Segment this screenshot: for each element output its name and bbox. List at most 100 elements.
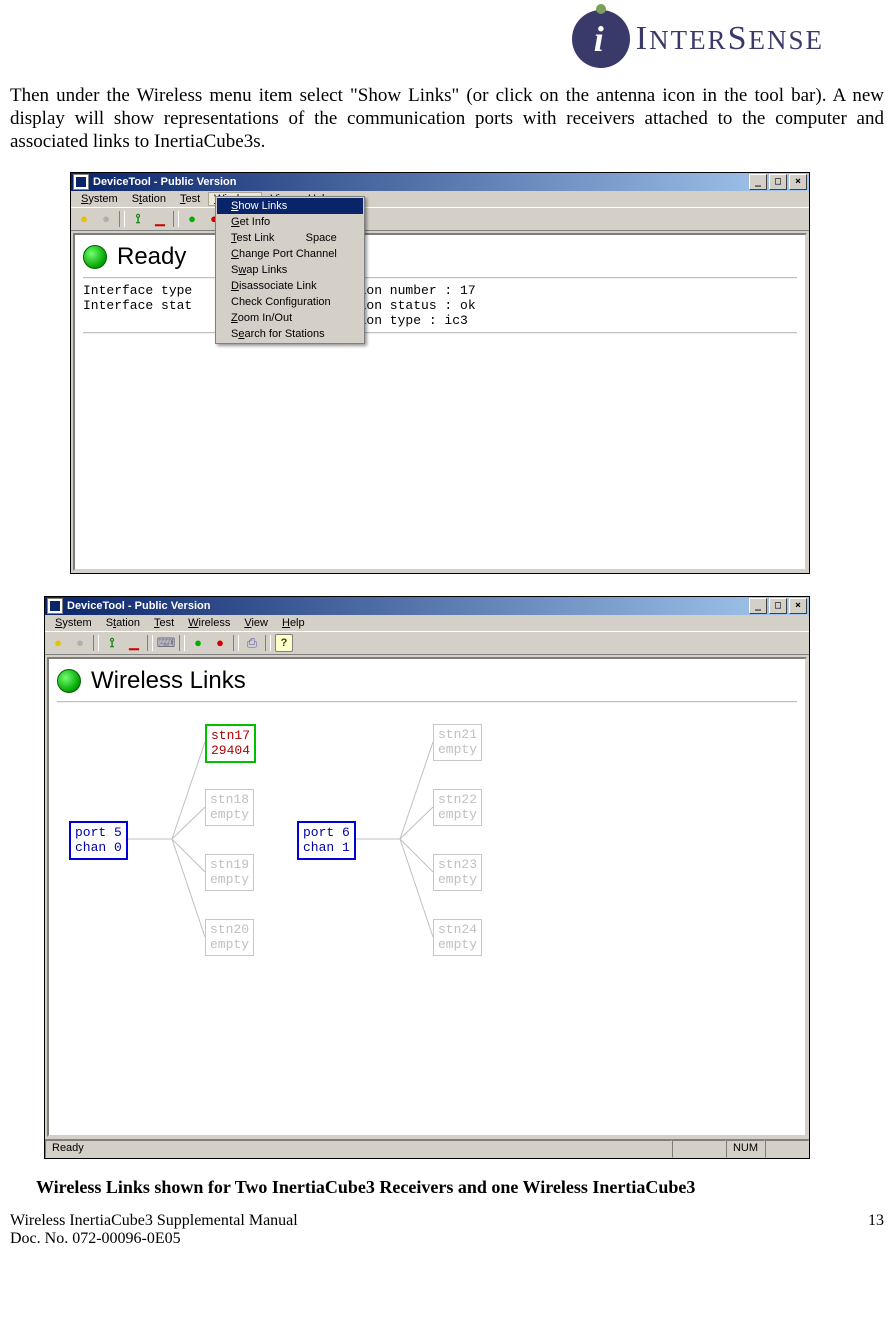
wireless-menu-dropdown[interactable]: Show Links Get Info Test LinkSpace Chang… <box>215 196 365 344</box>
info-row: Interface type ation number : 17 <box>83 283 797 298</box>
footer-title: Wireless InertiaCube3 Supplemental Manua… <box>10 1212 298 1230</box>
title-bar: DeviceTool - Public Version _ □ × <box>45 597 809 615</box>
menu-bar[interactable]: System Station Test Wireless View Help <box>45 615 809 631</box>
toolbar-record-off-icon[interactable]: ● <box>211 634 229 652</box>
menu-test[interactable]: Test <box>174 192 206 206</box>
toolbar-sep <box>93 635 99 651</box>
port-label: port 6 <box>303 825 350 841</box>
toolbar-red-icon[interactable]: ▁ <box>125 634 143 652</box>
menu-change-port-channel[interactable]: Change Port Channel <box>217 246 363 262</box>
station-label: stn21 <box>438 727 477 743</box>
station-value: empty <box>438 937 477 953</box>
toolbar-bulb-on-icon[interactable]: ● <box>75 210 93 228</box>
links-diagram: port 5 chan 0 stn17 29404 stn18 empty st… <box>57 707 797 1017</box>
menu-zoom[interactable]: Zoom In/Out <box>217 310 363 326</box>
menu-disassociate-link[interactable]: Disassociate Link <box>217 278 363 294</box>
menu-station[interactable]: Station <box>126 192 172 206</box>
logo-text: INTERSENSE <box>636 20 824 58</box>
station-label: stn17 <box>211 728 250 744</box>
page-number: 13 <box>868 1212 884 1248</box>
brand-logo: INTERSENSE <box>10 10 884 68</box>
menu-test[interactable]: Test <box>148 616 180 630</box>
station-value: 29404 <box>211 743 250 759</box>
menu-get-info[interactable]: Get Info <box>217 214 363 230</box>
station-value: empty <box>210 872 249 888</box>
toolbar-sep <box>233 635 239 651</box>
toolbar-sep <box>179 635 185 651</box>
status-pane <box>672 1140 726 1158</box>
toolbar-sep <box>147 635 153 651</box>
window-icon <box>73 174 89 190</box>
toolbar-sep <box>173 211 179 227</box>
window-devicetool-2: DeviceTool - Public Version _ □ × System… <box>44 596 810 1159</box>
station-box-23[interactable]: stn23 empty <box>433 854 482 891</box>
toolbar-record-on-icon[interactable]: ● <box>183 210 201 228</box>
menu-test-link[interactable]: Test LinkSpace <box>217 230 363 246</box>
window-devicetool-1: DeviceTool - Public Version _ □ × System… <box>70 172 810 574</box>
status-header: Wireless Links <box>57 667 797 695</box>
menu-search-stations[interactable]: Search for Stations <box>217 326 363 342</box>
toolbar-bulb-on-icon[interactable]: ● <box>49 634 67 652</box>
station-value: empty <box>210 807 249 823</box>
tool-bar: ● ● ⟟ ▁ ⌨ ● ● ⎙ ? <box>45 631 809 655</box>
station-label: stn19 <box>210 857 249 873</box>
status-ready: Ready <box>45 1140 672 1158</box>
info-row: Interface stat ation status : ok <box>83 298 797 313</box>
footer-left: Wireless InertiaCube3 Supplemental Manua… <box>10 1212 298 1248</box>
maximize-button[interactable]: □ <box>769 174 787 190</box>
station-box-19[interactable]: stn19 empty <box>205 854 254 891</box>
window-icon <box>47 598 63 614</box>
port-channel: chan 0 <box>75 840 122 856</box>
window-title: DeviceTool - Public Version <box>93 176 749 188</box>
toolbar-help-icon[interactable]: ? <box>275 634 293 652</box>
station-label: stn23 <box>438 857 477 873</box>
divider <box>83 277 797 279</box>
port-channel: chan 1 <box>303 840 350 856</box>
client-area: Show Links Get Info Test LinkSpace Chang… <box>73 233 807 571</box>
toolbar-bulb-off-icon[interactable]: ● <box>97 210 115 228</box>
toolbar-red-icon[interactable]: ▁ <box>151 210 169 228</box>
menu-station[interactable]: Station <box>100 616 146 630</box>
toolbar-antenna-icon[interactable]: ⟟ <box>129 210 147 228</box>
menu-show-links[interactable]: Show Links <box>217 198 363 214</box>
status-dot-icon <box>83 245 107 269</box>
menu-swap-links[interactable]: Swap Links <box>217 262 363 278</box>
status-header: Ready <box>83 243 797 271</box>
toolbar-sep <box>265 635 271 651</box>
minimize-button[interactable]: _ <box>749 174 767 190</box>
station-value: empty <box>438 872 477 888</box>
menu-system[interactable]: System <box>49 616 98 630</box>
status-label: Wireless Links <box>91 667 246 695</box>
station-box-21[interactable]: stn21 empty <box>433 724 482 761</box>
toolbar-record-on-icon[interactable]: ● <box>189 634 207 652</box>
menu-wireless[interactable]: Wireless <box>182 616 236 630</box>
divider <box>57 701 797 703</box>
maximize-button[interactable]: □ <box>769 598 787 614</box>
menu-view[interactable]: View <box>238 616 274 630</box>
body-paragraph: Then under the Wireless menu item select… <box>10 84 884 154</box>
divider <box>83 332 797 334</box>
station-box-24[interactable]: stn24 empty <box>433 919 482 956</box>
port-label: port 5 <box>75 825 122 841</box>
toolbar-print-icon[interactable]: ⎙ <box>243 634 261 652</box>
client-area: Wireless Links <box>47 657 807 1137</box>
station-box-22[interactable]: stn22 empty <box>433 789 482 826</box>
status-dot-icon <box>57 669 81 693</box>
close-button[interactable]: × <box>789 174 807 190</box>
menu-help[interactable]: Help <box>276 616 311 630</box>
menu-bar[interactable]: System Station Test Wireless View Help <box>71 191 809 207</box>
station-box-18[interactable]: stn18 empty <box>205 789 254 826</box>
close-button[interactable]: × <box>789 598 807 614</box>
station-box-20[interactable]: stn20 empty <box>205 919 254 956</box>
minimize-button[interactable]: _ <box>749 598 767 614</box>
port-box-6[interactable]: port 6 chan 1 <box>297 821 356 860</box>
toolbar-antenna-icon[interactable]: ⟟ <box>103 634 121 652</box>
menu-system[interactable]: System <box>75 192 124 206</box>
status-bar: Ready NUM <box>45 1139 809 1158</box>
port-box-5[interactable]: port 5 chan 0 <box>69 821 128 860</box>
toolbar-keyboard-icon[interactable]: ⌨ <box>157 634 175 652</box>
menu-check-configuration[interactable]: Check Configuration <box>217 294 363 310</box>
station-label: stn22 <box>438 792 477 808</box>
toolbar-bulb-off-icon[interactable]: ● <box>71 634 89 652</box>
station-box-17[interactable]: stn17 29404 <box>205 724 256 763</box>
